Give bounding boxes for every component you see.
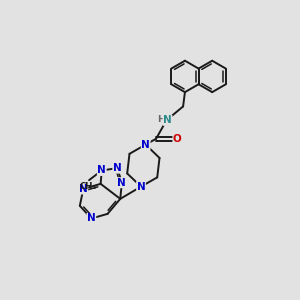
Text: N: N — [137, 182, 146, 192]
Text: N: N — [87, 214, 96, 224]
Text: N: N — [79, 184, 88, 194]
Text: CH₃: CH₃ — [79, 182, 97, 191]
Text: N: N — [98, 165, 106, 176]
Text: N: N — [113, 163, 122, 173]
Text: O: O — [173, 134, 182, 144]
Text: N: N — [163, 115, 172, 125]
Text: N: N — [141, 140, 150, 150]
Text: H: H — [158, 115, 165, 124]
Text: N: N — [118, 178, 126, 188]
